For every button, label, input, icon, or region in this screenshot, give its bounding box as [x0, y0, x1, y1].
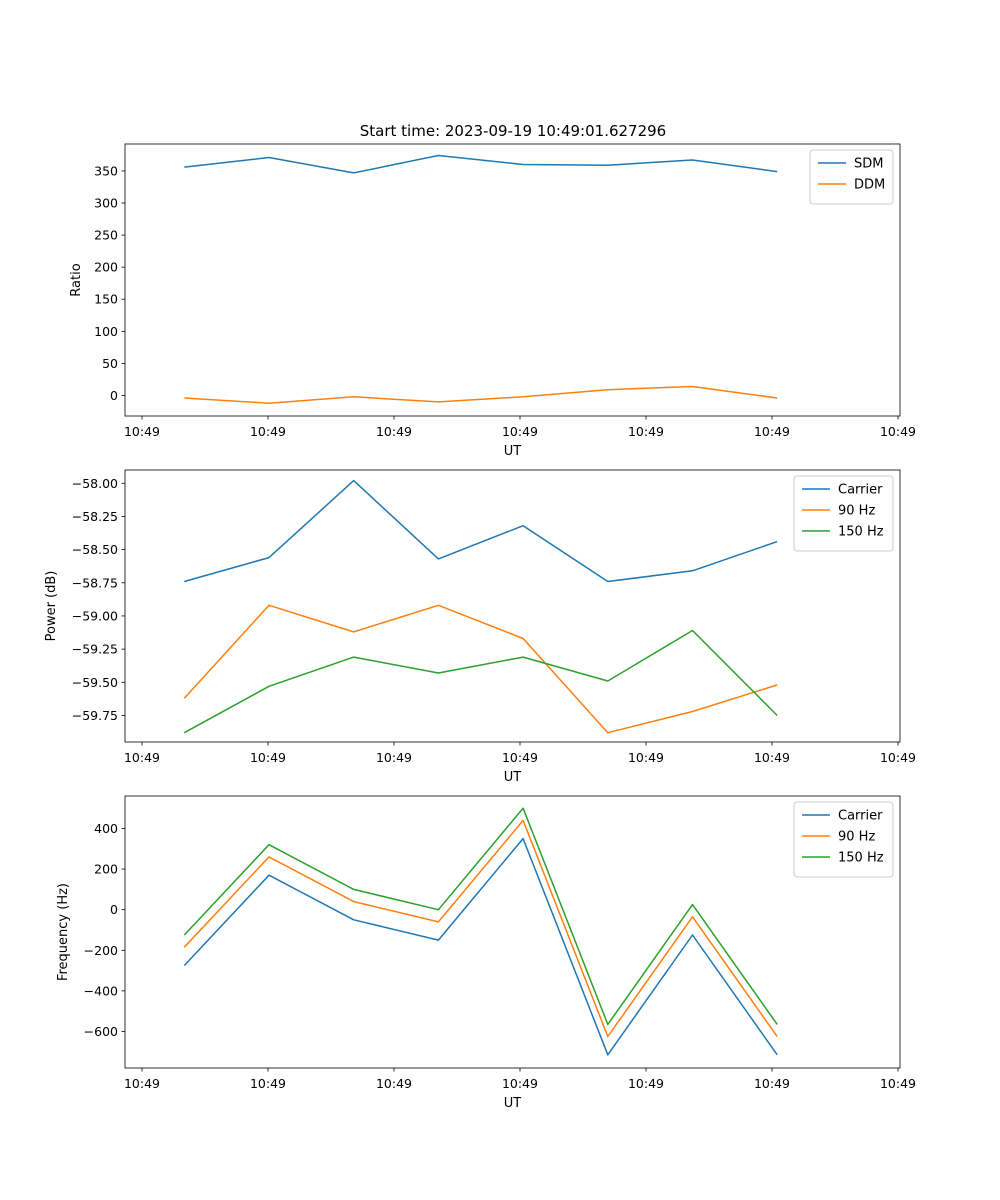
legend-label: 150 Hz	[838, 525, 884, 540]
figure-title: Start time: 2023-09-19 10:49:01.627296	[360, 122, 666, 140]
series-line-90-hz	[183, 819, 778, 1038]
y-tick-label: −59.25	[72, 642, 118, 657]
legend	[793, 475, 894, 552]
x-tick-label: 10:49	[124, 750, 160, 765]
series-line-ddm	[184, 385, 778, 404]
legend	[793, 801, 894, 878]
series-line-sdm	[184, 154, 778, 174]
x-tick-label: 10:49	[376, 750, 412, 765]
x-tick-label: 10:49	[880, 750, 916, 765]
y-tick-label: −600	[84, 1024, 118, 1039]
series-line-90-hz	[183, 604, 778, 734]
y-tick-label: 350	[94, 163, 118, 178]
x-tick-label: 10:49	[628, 750, 664, 765]
y-tick-label: 300	[94, 196, 118, 211]
x-axis-label: UT	[504, 770, 522, 785]
x-tick-label: 10:49	[628, 1076, 664, 1091]
x-tick-label: 10:49	[628, 424, 664, 439]
y-tick-label: −58.00	[72, 476, 118, 491]
axes-frame	[124, 143, 901, 417]
series-line-150-hz	[183, 629, 778, 734]
x-tick-label: 10:49	[124, 424, 160, 439]
series-line-carrier	[184, 479, 778, 583]
x-tick-label: 10:49	[880, 1076, 916, 1091]
series-line-carrier	[183, 837, 778, 1056]
y-axis-label: Power (dB)	[44, 571, 59, 642]
x-tick-label: 10:49	[754, 750, 790, 765]
x-tick-label: 10:49	[250, 750, 286, 765]
x-tick-label: 10:49	[502, 424, 538, 439]
y-tick-label: −400	[84, 983, 118, 998]
x-tick-label: 10:49	[502, 1076, 538, 1091]
y-tick-label: −59.50	[72, 675, 118, 690]
y-tick-label: −58.75	[72, 575, 118, 590]
legend-label: SDM	[854, 157, 883, 172]
y-tick-label: 150	[94, 292, 118, 307]
y-tick-label: 50	[102, 356, 118, 371]
x-tick-label: 10:49	[376, 424, 412, 439]
legend-label: Carrier	[838, 809, 883, 824]
y-tick-label: 0	[110, 388, 118, 403]
x-tick-label: 10:49	[124, 1076, 160, 1091]
x-tick-label: 10:49	[754, 424, 790, 439]
x-axis-label: UT	[504, 1096, 522, 1111]
x-tick-label: 10:49	[754, 1076, 790, 1091]
series-line-150-hz	[183, 807, 778, 1026]
x-tick-label: 10:49	[250, 1076, 286, 1091]
y-tick-label: 200	[94, 862, 118, 877]
subplot-3: −600 −400 −200 0 200 400 10:49 10:49 10:49 10:49 1…	[56, 795, 916, 1111]
y-tick-label: −59.75	[72, 708, 118, 723]
x-tick-label: 10:49	[502, 750, 538, 765]
y-tick-label: 200	[94, 260, 118, 275]
axes-frame	[124, 795, 901, 1069]
axes-frame	[124, 469, 901, 743]
y-tick-label: 400	[94, 821, 118, 836]
y-tick-label: 250	[94, 228, 118, 243]
legend-label: Carrier	[838, 483, 883, 498]
x-tick-label: 10:49	[250, 424, 286, 439]
x-tick-label: 10:49	[376, 1076, 412, 1091]
legend-label: 90 Hz	[838, 830, 875, 845]
y-tick-label: −59.00	[72, 608, 118, 623]
x-axis-label: UT	[504, 444, 522, 459]
legend-label: DDM	[854, 178, 885, 193]
subplot-1: 0 50 100 150 200 250 300 350 10:49 10:49 10:49 10:4…	[69, 143, 916, 459]
x-tick-label: 10:49	[880, 424, 916, 439]
y-tick-label: 100	[94, 324, 118, 339]
y-tick-label: −200	[84, 943, 118, 958]
legend-label: 90 Hz	[838, 504, 875, 519]
y-axis-label: Ratio	[69, 263, 84, 296]
y-tick-label: −58.50	[72, 542, 118, 557]
y-tick-label: 0	[110, 902, 118, 917]
y-axis-label: Frequency (Hz)	[56, 883, 71, 981]
legend-label: 150 Hz	[838, 851, 884, 866]
subplot-2: −58.00 −58.25 −58.50 −58.75 −59.00 −59.25 −59.…	[44, 469, 916, 785]
y-tick-label: −58.25	[72, 509, 118, 524]
